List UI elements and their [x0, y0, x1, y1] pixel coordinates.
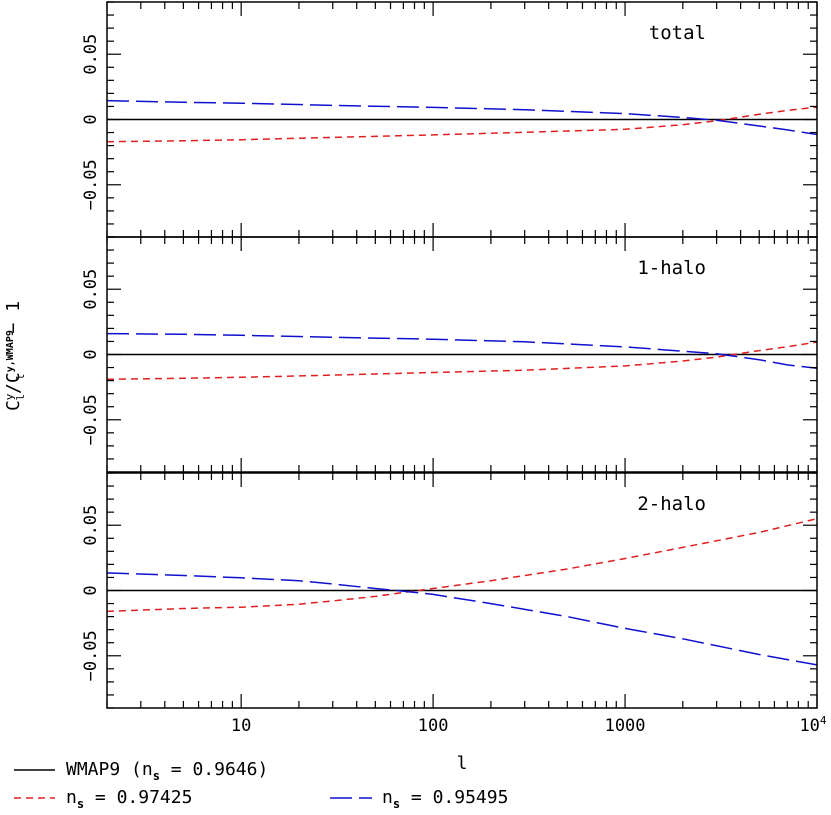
- y-tick-label: 0: [81, 585, 101, 595]
- x-tick-label: 1000: [605, 716, 646, 736]
- panels: 0.05 0 −0.05 total 0.05 0 −0.05 1-halo 0.05 0 −0.0…: [81, 1, 818, 709]
- series-line-long-dash: [106, 572, 818, 666]
- y-tick-label: −0.05: [81, 159, 101, 210]
- y-tick-label: 0.05: [81, 505, 101, 546]
- y-tick-label: 0.05: [81, 34, 101, 75]
- legend-label: ns = 0.95495: [382, 787, 508, 811]
- legend: WMAP9 (ns = 0.9646) ns = 0.97425 ns = 0.95…: [14, 759, 508, 811]
- panel-label: total: [649, 22, 706, 44]
- panel-total: 0.05 0 −0.05 total: [81, 1, 818, 238]
- y-tick-label: 0: [81, 114, 101, 124]
- series-line-short-dash: [106, 106, 818, 143]
- x-axis-title: l: [457, 753, 468, 774]
- x-tick-label: 10: [231, 716, 251, 736]
- legend-entry: ns = 0.97425: [14, 787, 192, 811]
- y-tick-label: 0: [81, 349, 101, 359]
- y-axis-title: Cyl/Cy,WMAP9l− 1: [3, 301, 27, 411]
- x-tick-label: 100: [418, 716, 449, 736]
- y-tick-label: −0.05: [81, 630, 101, 681]
- series-line-long-dash: [106, 99, 818, 136]
- panel-2-halo: 0.05 0 −0.05 2-halo: [81, 472, 818, 709]
- series-line-long-dash: [106, 332, 818, 369]
- y-tick-label: −0.05: [81, 394, 101, 445]
- series-line-short-dash: [106, 341, 818, 381]
- y-tick-label: 0.05: [81, 269, 101, 310]
- legend-entry: WMAP9 (ns = 0.9646): [14, 759, 268, 783]
- x-tick-labels: 10 100 1000 104: [231, 714, 827, 736]
- panel-label: 2-halo: [637, 493, 706, 515]
- series-line-short-dash: [106, 517, 818, 613]
- legend-label: WMAP9 (ns = 0.9646): [66, 759, 268, 783]
- legend-label: ns = 0.97425: [66, 787, 192, 811]
- legend-entry: ns = 0.95495: [330, 787, 508, 811]
- x-tick-label: 104: [799, 714, 826, 736]
- panel-label: 1-halo: [637, 257, 706, 279]
- panel-1-halo: 0.05 0 −0.05 1-halo: [81, 236, 818, 473]
